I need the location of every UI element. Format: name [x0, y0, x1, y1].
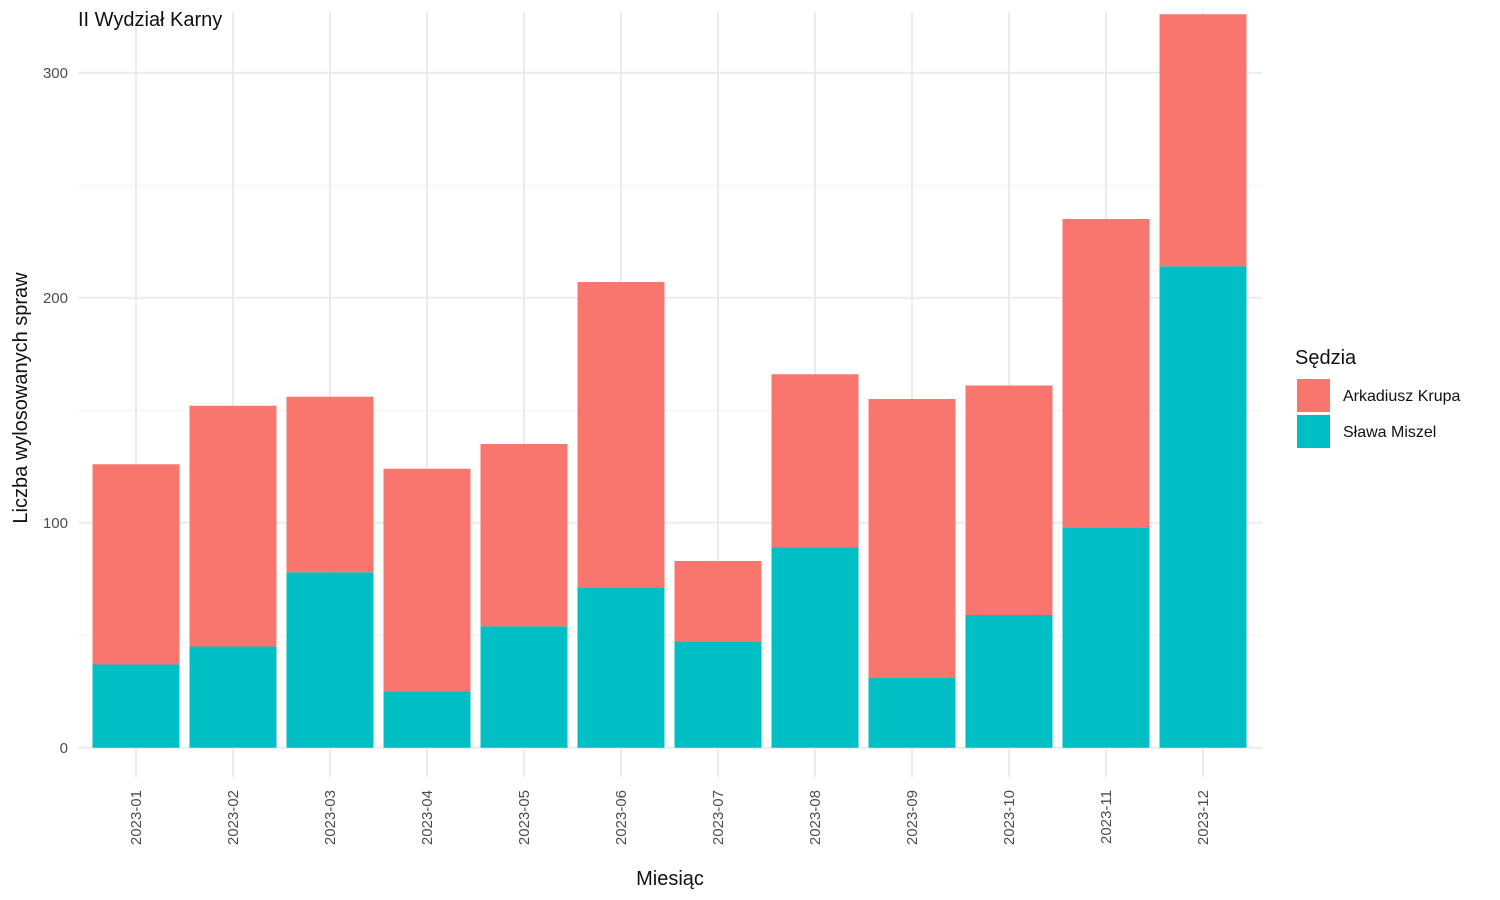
x-tick-label: 2023-05 [516, 790, 533, 845]
legend-label: Arkadiusz Krupa [1343, 388, 1460, 405]
x-tick-label: 2023-04 [419, 790, 436, 845]
x-tick-label: 2023-09 [904, 790, 921, 845]
bar-segment-slawa-miszel [480, 626, 568, 748]
bar-segment-arkadiusz-krupa [92, 464, 180, 665]
bar-segment-slawa-miszel [92, 664, 180, 748]
bar-segment-slawa-miszel [383, 691, 471, 748]
x-axis-ticks: 2023-01 2023-02 2023-03 2023-04 2023-05 2023-… [128, 790, 1212, 845]
x-tick-label: 2023-01 [128, 790, 145, 845]
bar-segment-arkadiusz-krupa [771, 374, 859, 548]
y-tick-label: 100 [43, 515, 68, 532]
y-tick-label: 0 [60, 740, 68, 757]
bar-segment-arkadiusz-krupa [674, 561, 762, 642]
bar-segment-arkadiusz-krupa [286, 396, 374, 573]
legend-label: Sława Miszel [1343, 424, 1436, 441]
y-axis-ticks: 0 100 200 300 [43, 65, 68, 757]
bar-segment-slawa-miszel [771, 547, 859, 748]
bar-segment-slawa-miszel [1062, 527, 1150, 748]
bars [92, 14, 1247, 748]
x-tick-label: 2023-11 [1098, 790, 1115, 844]
x-tick-label: 2023-03 [322, 790, 339, 845]
bar-segment-arkadiusz-krupa [189, 405, 277, 647]
x-tick-label: 2023-08 [807, 790, 824, 845]
bar-segment-arkadiusz-krupa [577, 282, 665, 588]
bar-segment-slawa-miszel [674, 642, 762, 748]
bar-segment-slawa-miszel [286, 572, 374, 748]
bar-segment-slawa-miszel [1159, 266, 1247, 748]
legend-swatch [1297, 379, 1330, 412]
bar-segment-arkadiusz-krupa [480, 444, 568, 627]
bar-segment-slawa-miszel [868, 678, 956, 748]
legend-title: Sędzia [1295, 347, 1357, 369]
x-tick-label: 2023-12 [1195, 790, 1212, 845]
bar-segment-slawa-miszel [189, 646, 277, 748]
legend: Sędzia Arkadiusz Krupa Sława Miszel [1295, 347, 1460, 448]
bar-segment-slawa-miszel [965, 615, 1053, 748]
bar-segment-arkadiusz-krupa [868, 399, 956, 678]
y-tick-label: 200 [43, 290, 68, 307]
bar-segment-slawa-miszel [577, 588, 665, 748]
bar-segment-arkadiusz-krupa [965, 385, 1053, 615]
x-tick-label: 2023-07 [710, 790, 727, 845]
bar-segment-arkadiusz-krupa [1062, 219, 1150, 528]
legend-swatch [1297, 415, 1330, 448]
y-tick-label: 300 [43, 65, 68, 82]
x-axis-title: Miesiąc [636, 868, 704, 890]
x-tick-label: 2023-06 [613, 790, 630, 845]
x-tick-label: 2023-02 [225, 790, 242, 845]
bar-segment-arkadiusz-krupa [1159, 14, 1247, 267]
y-axis-title: Liczba wylosowanych spraw [10, 272, 32, 524]
x-tick-label: 2023-10 [1001, 790, 1018, 845]
bar-segment-arkadiusz-krupa [383, 468, 471, 692]
chart-title: II Wydział Karny [78, 9, 222, 31]
